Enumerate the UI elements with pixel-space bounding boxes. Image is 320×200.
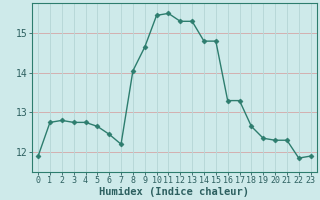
X-axis label: Humidex (Indice chaleur): Humidex (Indice chaleur) [99,186,249,197]
